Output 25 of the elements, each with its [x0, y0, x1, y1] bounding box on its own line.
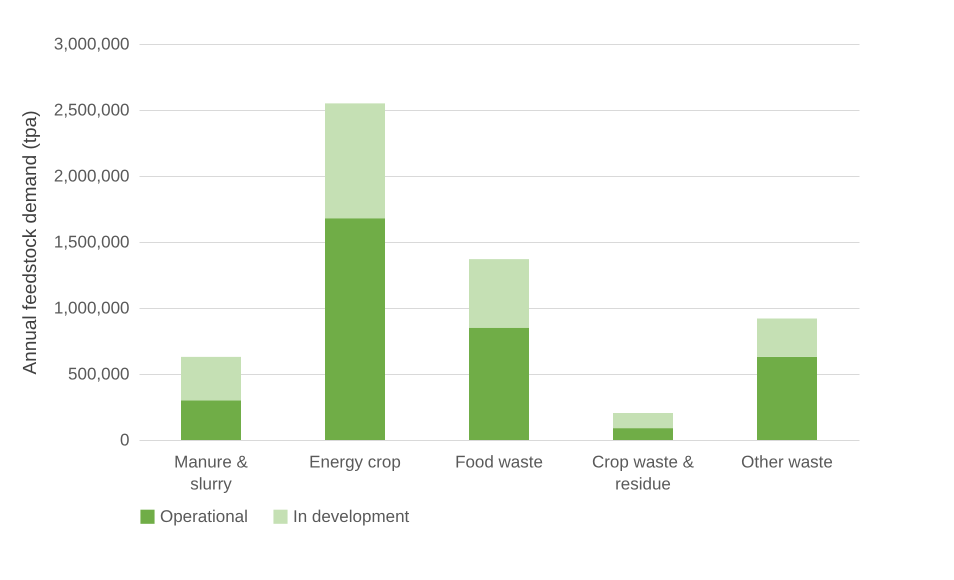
bar — [469, 259, 529, 328]
bar — [181, 356, 241, 400]
y-axis-title: Annual feedstock demand (tpa) — [20, 110, 41, 375]
y-tick-label: 2,500,000 — [54, 100, 130, 120]
bar — [613, 412, 673, 428]
bar — [757, 356, 817, 440]
bar — [757, 318, 817, 357]
bar — [181, 400, 241, 440]
x-tick-label: Manure & slurry — [174, 452, 249, 494]
bar — [613, 428, 673, 440]
x-tick-label: Energy crop — [309, 452, 401, 472]
y-tick-label: 500,000 — [68, 364, 130, 384]
x-tick-label: Food waste — [455, 452, 543, 472]
bar — [469, 328, 529, 440]
legend-label: In development — [293, 506, 410, 526]
bar — [325, 103, 385, 218]
legend-label: Operational — [160, 506, 248, 526]
y-tick-label: 1,000,000 — [54, 298, 130, 318]
y-tick-label: 1,500,000 — [54, 232, 130, 252]
y-tick-label: 3,000,000 — [54, 34, 130, 54]
bar — [325, 218, 385, 440]
x-tick-label: Other waste — [741, 452, 833, 472]
x-tick-label: Crop waste & residue — [592, 452, 695, 494]
y-tick-label: 0 — [120, 430, 130, 450]
y-tick-label: 2,000,000 — [54, 166, 130, 186]
